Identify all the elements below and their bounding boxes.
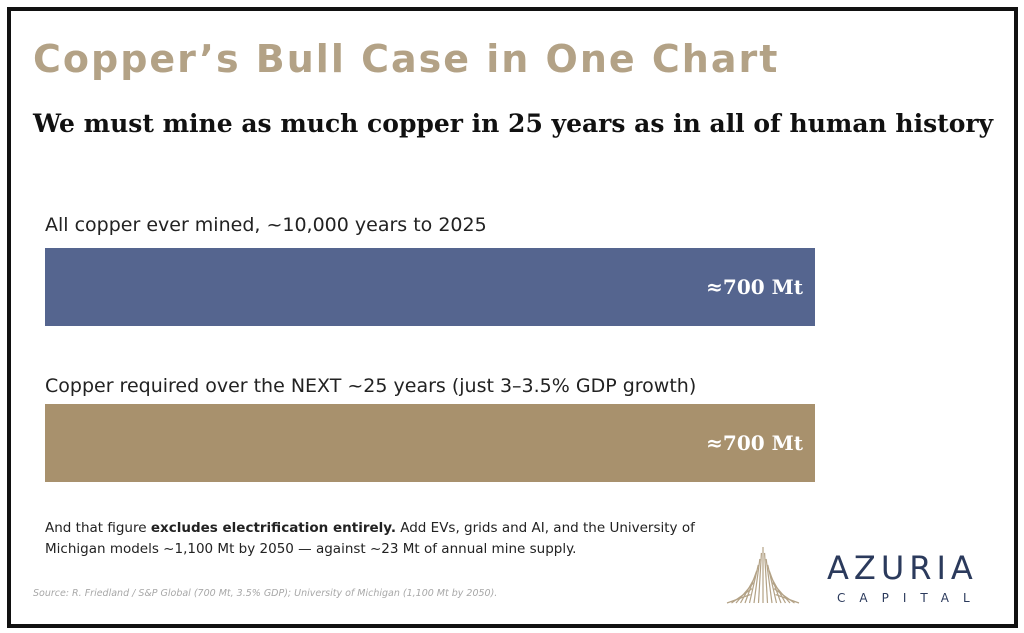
logo-ray xyxy=(763,552,769,604)
slide-subtitle: We must mine as much copper in 25 years … xyxy=(33,109,994,138)
footnote-rest: Add EVs, grids and AI, and the Universit… xyxy=(45,520,695,557)
bar-value-label: ≈700 Mt xyxy=(706,431,803,455)
bar-track-copper-required-next-25-years: ≈700 Mt xyxy=(45,404,815,482)
footnote-emphasis: excludes electrification entirely. xyxy=(150,520,396,536)
logo-ray xyxy=(768,570,782,604)
bar-label-copper-required-next-25-years: Copper required over the NEXT ~25 years … xyxy=(45,375,697,397)
footnote-intro: And that figure xyxy=(45,520,151,536)
logo-ray xyxy=(744,570,758,604)
bar-all-copper-mined: ≈700 Mt xyxy=(45,248,815,326)
logo-ray xyxy=(771,582,791,604)
logo-ray xyxy=(726,594,751,604)
logo-ray xyxy=(757,552,763,604)
logo-subtitle: CAPITAL xyxy=(837,591,984,605)
azuria-logo-mark-icon xyxy=(726,547,800,604)
slide-title: Copper’s Bull Case in One Chart xyxy=(33,37,780,81)
logo-wordmark: AZURIA xyxy=(827,549,978,587)
source-note: Source: R. Friedland / S&P Global (700 M… xyxy=(33,588,498,599)
bar-copper-required-next-25-years: ≈700 Mt xyxy=(45,404,815,482)
bar-label-all-copper-mined: All copper ever mined, ~10,000 years to … xyxy=(45,214,487,236)
bar-track-all-copper-mined: ≈700 Mt xyxy=(45,248,815,326)
footnote: And that figure excludes electrification… xyxy=(45,518,745,560)
bar-value-label: ≈700 Mt xyxy=(706,275,803,299)
logo-ray xyxy=(748,564,759,604)
slide-frame: Copper’s Bull Case in One Chart We must … xyxy=(7,7,1018,628)
logo-ray xyxy=(765,558,773,604)
logo-ray xyxy=(775,594,800,604)
logo-ray xyxy=(753,558,761,604)
